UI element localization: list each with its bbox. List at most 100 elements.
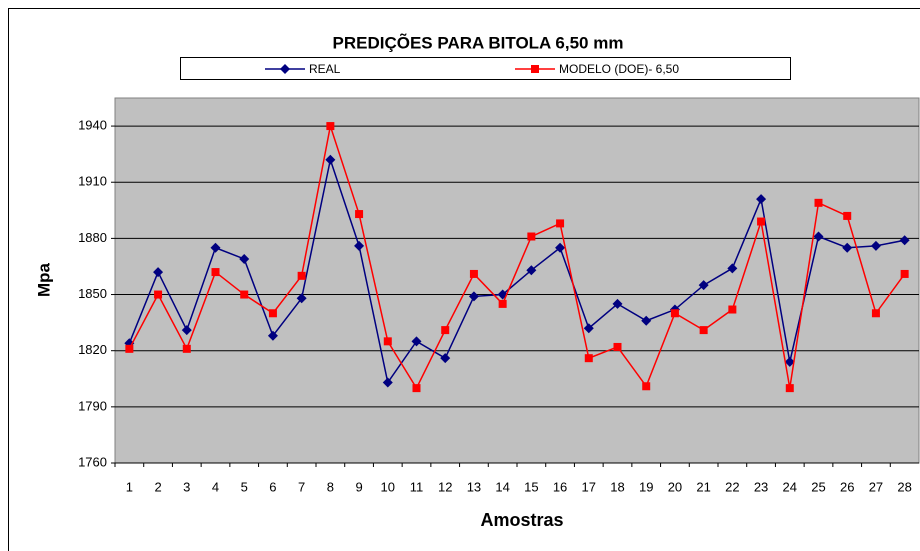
data-point [870,240,881,251]
data-point [756,194,767,205]
y-tick-label: 1850 [78,286,107,301]
data-point [296,293,307,304]
series-line [128,125,906,390]
data-point [498,299,507,308]
data-point [326,122,335,131]
data-point [125,344,134,353]
data-point [441,326,450,335]
x-axis-label: Amostras [480,510,563,530]
data-point [583,323,594,334]
x-tick-label: 14 [495,479,509,494]
x-tick-label: 21 [696,479,710,494]
y-tick-label: 1820 [78,342,107,357]
data-point [531,65,539,73]
legend-box [180,57,791,80]
x-tick-label: 10 [381,479,395,494]
data-point [182,344,191,353]
data-point [240,290,249,299]
x-tick-label: 13 [467,479,481,494]
x-tick-label: 3 [183,479,190,494]
data-point [670,309,679,318]
data-point [784,356,795,367]
data-point [900,269,909,278]
data-point [843,211,852,220]
y-tick-label: 1790 [78,398,107,413]
data-point [584,354,593,363]
legend-label: REAL [309,62,341,76]
data-point [440,353,451,364]
data-point [354,240,365,251]
data-point [728,305,737,314]
data-point [814,198,823,207]
x-tick-label: 12 [438,479,452,494]
data-point [383,337,392,346]
data-point [813,231,824,242]
data-point [526,265,537,276]
x-tick-label: 26 [840,479,854,494]
x-tick-label: 27 [869,479,883,494]
data-point [527,232,536,241]
x-tick-label: 17 [582,479,596,494]
x-tick-label: 4 [212,479,219,494]
x-tick-label: 1 [126,479,133,494]
x-tick-label: 8 [327,479,334,494]
x-tick-label: 22 [725,479,739,494]
y-tick-label: 1910 [78,174,107,189]
x-tick-label: 24 [783,479,797,494]
data-point [699,326,708,335]
data-point [325,154,336,165]
data-point [181,325,192,336]
data-point [412,384,421,393]
data-point [556,219,565,228]
y-tick-label: 1760 [78,454,107,469]
x-tick-label: 18 [610,479,624,494]
y-tick-label: 1940 [78,118,107,133]
data-point [871,309,880,318]
x-tick-label: 28 [897,479,911,494]
data-point [612,298,623,309]
x-tick-label: 2 [154,479,161,494]
data-point [268,309,277,318]
data-point [899,235,910,246]
data-point [757,217,766,226]
data-point [411,336,422,347]
x-tick-label: 6 [269,479,276,494]
data-point [239,253,250,264]
data-point [153,267,164,278]
data-point [355,210,364,219]
x-tick-label: 15 [524,479,538,494]
data-point [267,330,278,341]
data-point [154,290,163,299]
y-tick-label: 1880 [78,230,107,245]
data-point [468,291,479,302]
x-tick-label: 16 [553,479,567,494]
data-point [641,315,652,326]
data-point [297,271,306,280]
data-point [698,280,709,291]
legend-label: MODELO (DOE)- 6,50 [559,62,679,76]
x-tick-label: 23 [754,479,768,494]
data-point [613,342,622,351]
plot-area [114,97,920,464]
x-tick-label: 7 [298,479,305,494]
x-tick-label: 19 [639,479,653,494]
y-axis-label: Mpa [34,262,53,297]
series-line [128,156,905,385]
data-point [727,263,738,274]
data-point [382,377,393,388]
data-point [210,242,221,253]
data-point [642,382,651,391]
data-point [555,242,566,253]
x-tick-label: 20 [668,479,682,494]
x-tick-label: 11 [410,479,424,494]
x-tick-label: 9 [355,479,362,494]
data-point [469,269,478,278]
x-tick-label: 5 [241,479,248,494]
data-point [280,64,290,74]
data-point [211,268,220,277]
chart-title: PREDIÇÕES PARA BITOLA 6,50 mm [333,32,624,52]
data-point [842,242,853,253]
data-point [785,384,794,393]
x-tick-label: 25 [811,479,825,494]
